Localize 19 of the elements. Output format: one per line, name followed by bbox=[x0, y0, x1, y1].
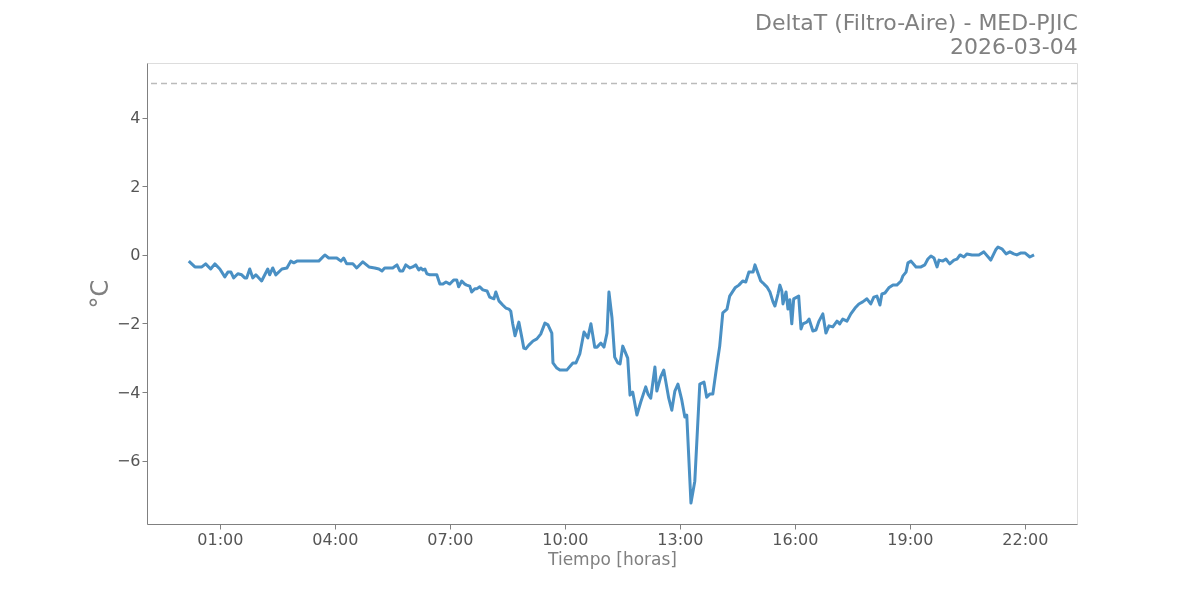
y-tick-label: −2 bbox=[116, 313, 141, 333]
line-series bbox=[187, 245, 1036, 505]
chart-subtitle: 2026-03-04 bbox=[949, 34, 1078, 59]
x-tick-label: 22:00 bbox=[1002, 529, 1049, 549]
chart-title: DeltaT (Filtro-Aire) - MED-PJIC bbox=[755, 10, 1078, 35]
x-axis-title: Tiempo [horas] bbox=[547, 548, 677, 569]
x-tick-label: 07:00 bbox=[427, 529, 474, 549]
y-tick-label: 2 bbox=[130, 176, 141, 196]
x-tick-label: 01:00 bbox=[197, 529, 244, 549]
y-tick-label: 4 bbox=[130, 108, 141, 128]
x-tick-label: 16:00 bbox=[772, 529, 819, 549]
x-tick-label: 13:00 bbox=[657, 529, 704, 549]
y-tick-label: −4 bbox=[116, 382, 141, 402]
x-tick-label: 10:00 bbox=[542, 529, 589, 549]
y-axis-title: °C bbox=[85, 279, 114, 309]
x-tick-label: 04:00 bbox=[312, 529, 359, 549]
x-tick-label: 19:00 bbox=[887, 529, 934, 549]
y-tick-label: 0 bbox=[130, 245, 141, 265]
y-tick-label: −6 bbox=[116, 451, 141, 471]
